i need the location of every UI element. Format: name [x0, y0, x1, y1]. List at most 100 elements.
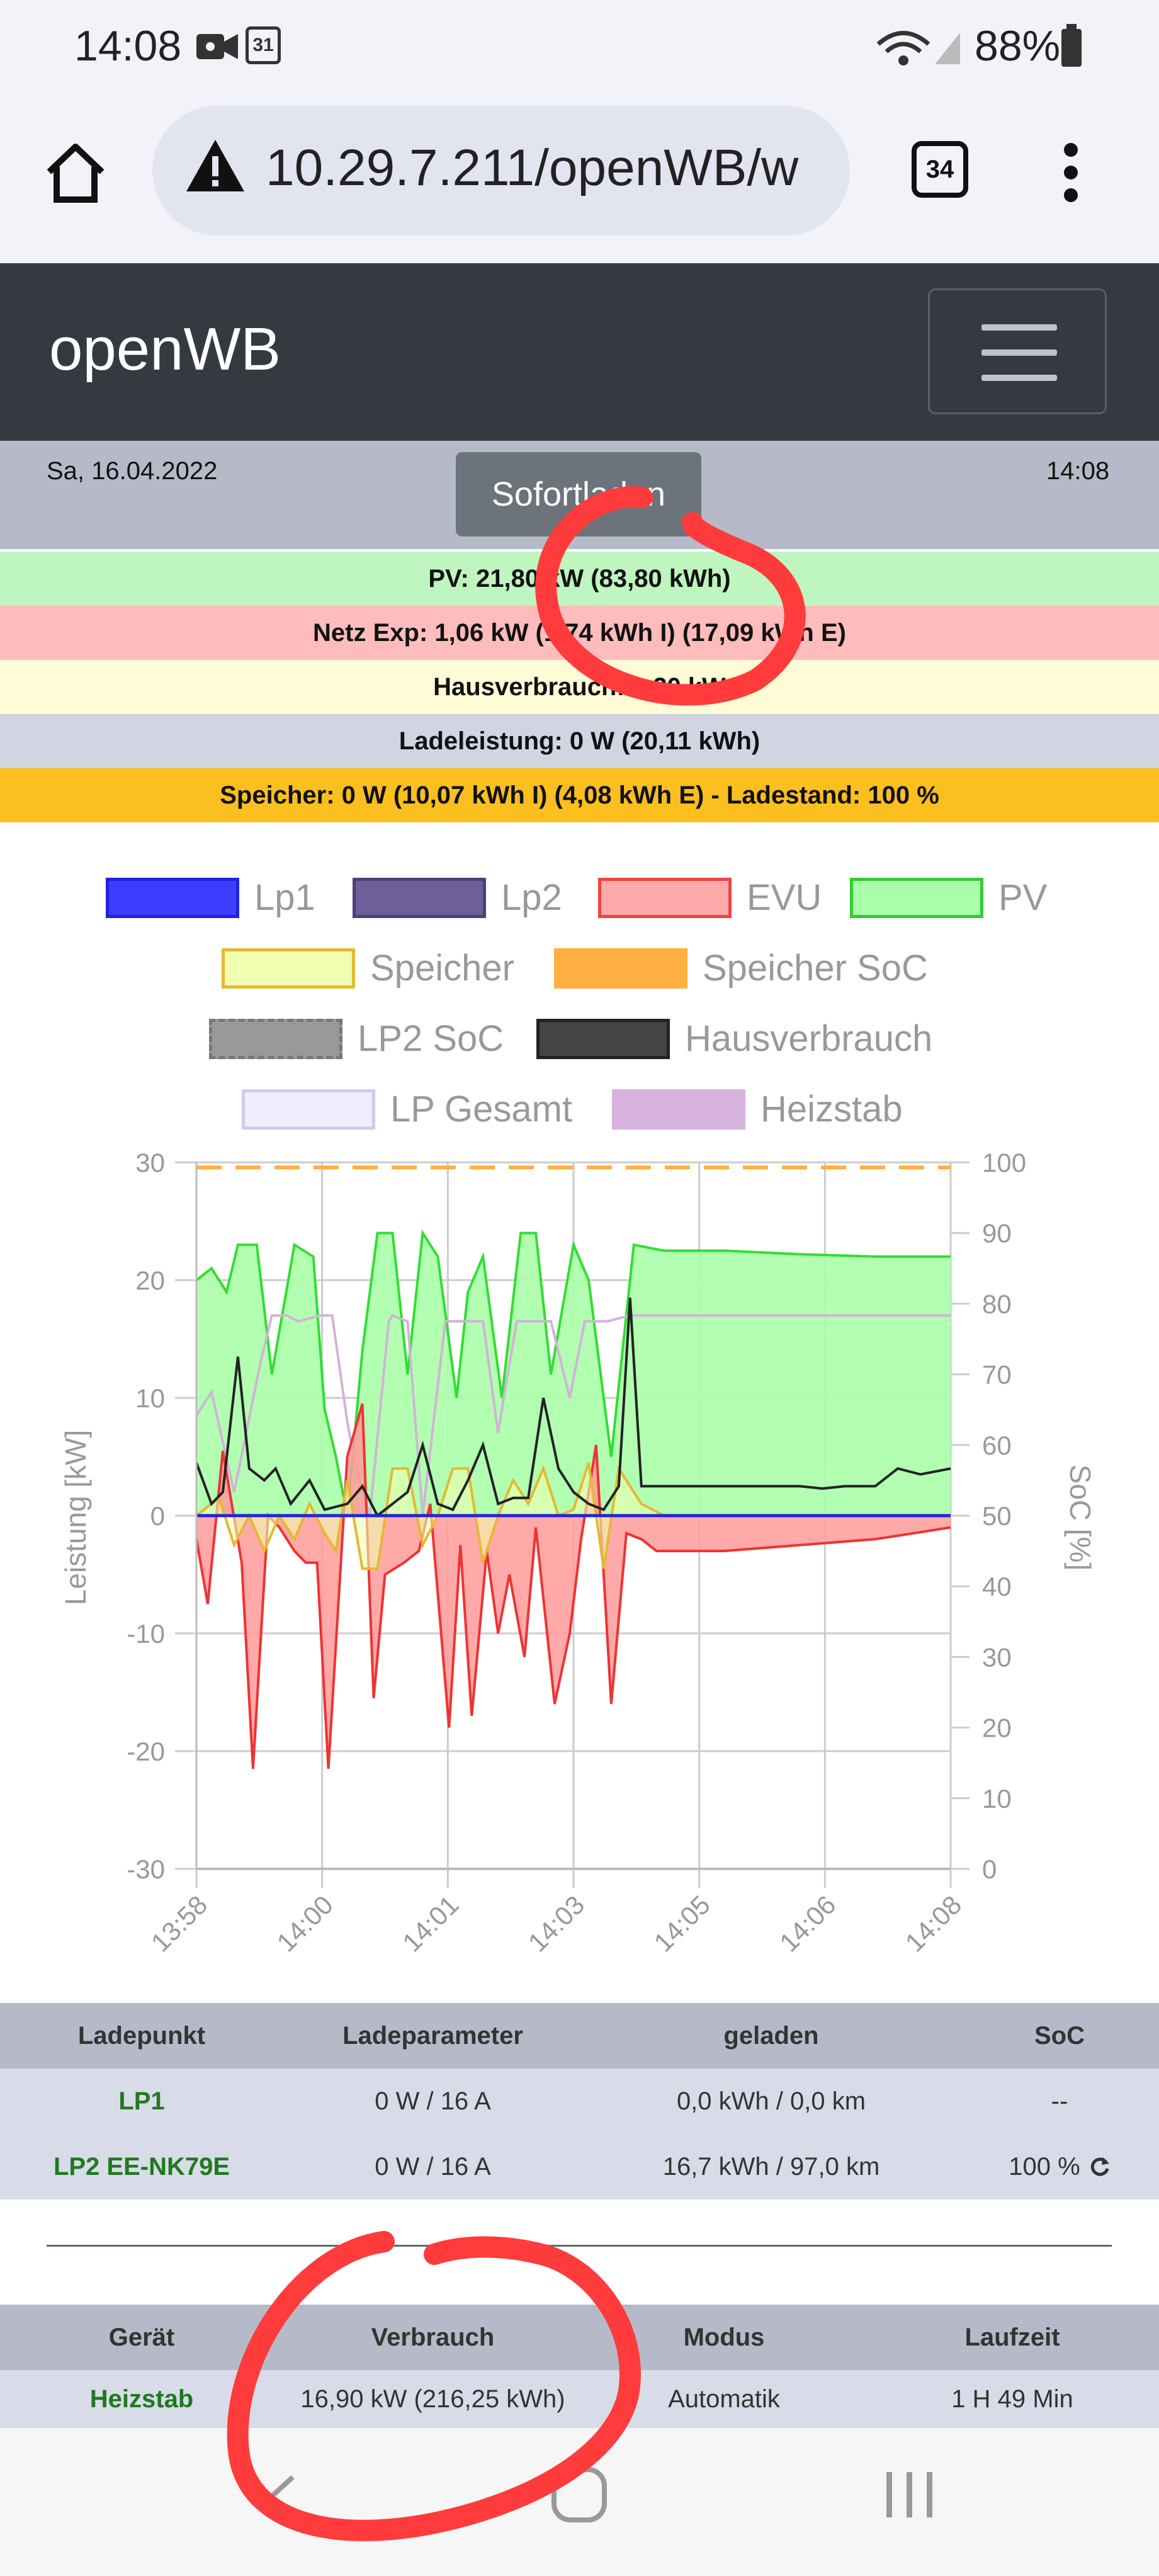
- legend-lp-gesamt[interactable]: LP Gesamt: [242, 1088, 572, 1130]
- ladeparameter: 0 W / 16 A: [375, 2087, 491, 2115]
- y-tick-label: 20: [135, 1266, 165, 1295]
- soc-cell: 100 %: [960, 2134, 1159, 2199]
- legend-label: Heizstab: [760, 1089, 903, 1130]
- legend-swatch: [536, 1018, 670, 1059]
- x-tick-label: 14:01: [397, 1890, 465, 1958]
- legend-evu[interactable]: EVU: [598, 877, 822, 919]
- legend-speicher[interactable]: Speicher: [222, 947, 514, 989]
- y2-tick-label: 80: [982, 1289, 1012, 1319]
- home-icon[interactable]: [43, 142, 108, 205]
- y-tick-label: 30: [135, 1148, 165, 1177]
- battery-percent: 88%: [975, 22, 1061, 70]
- y2-axis-label: SoC [%]: [1064, 1465, 1097, 1571]
- x-tick-label: 14:06: [774, 1890, 842, 1958]
- status-bar: 14:08 31 88%: [0, 0, 1159, 94]
- hamburger-menu-button[interactable]: [928, 288, 1107, 414]
- col-header: SoC: [1034, 2021, 1085, 2050]
- ladepunkt-name[interactable]: LP2 EE-NK79E: [53, 2152, 230, 2181]
- evu-line: [195, 1403, 951, 1769]
- legend-label: EVU: [747, 877, 822, 918]
- divider: [47, 2245, 1112, 2247]
- charging-power-band: Ladeleistung: 0 W (20,11 kWh): [0, 714, 1159, 768]
- time-label: 14:08: [1046, 457, 1110, 485]
- legend-lp2[interactable]: Lp2: [353, 877, 562, 919]
- y2-tick-label: 90: [982, 1218, 1012, 1248]
- y-axis-label: Leistung [kW]: [59, 1430, 92, 1606]
- legend-swatch: [554, 948, 687, 989]
- x-tick-label: 14:00: [271, 1890, 339, 1958]
- soc: --: [1051, 2087, 1068, 2115]
- legend-hausverbrauch[interactable]: Hausverbrauch: [536, 1018, 932, 1060]
- y2-tick-label: 60: [982, 1431, 1012, 1460]
- chart-series: [195, 1166, 951, 1769]
- legend-label: Speicher: [370, 948, 514, 989]
- legend-pv[interactable]: PV: [850, 877, 1047, 919]
- pv-band: PV: 21,80 kW (83,80 kWh): [0, 552, 1159, 606]
- legend-label: Lp2: [501, 877, 562, 918]
- geladen: 0,0 kWh / 0,0 km: [676, 2087, 866, 2115]
- speicher-line: [195, 1462, 951, 1570]
- browser-toolbar: 10.29.7.211/openWB/w 34: [0, 94, 1159, 263]
- legend-swatch: [222, 948, 355, 989]
- house-consumption-band: Hausverbrauch: 1,20 kW: [0, 660, 1159, 714]
- table-row[interactable]: LP1 0 W / 16 A 0,0 kWh / 0,0 km --: [0, 2068, 1159, 2134]
- refresh-icon[interactable]: [1089, 2156, 1111, 2177]
- device-runtime: 1 H 49 Min: [951, 2385, 1073, 2413]
- x-tick-label: 14:05: [648, 1890, 716, 1958]
- col-header: Modus: [683, 2323, 765, 2351]
- hausverbrauch-line: [195, 1297, 951, 1518]
- menu-kebab-icon[interactable]: [1061, 141, 1080, 204]
- table-row[interactable]: LP2 EE-NK79E 0 W / 16 A 16,7 kWh / 97,0 …: [0, 2134, 1159, 2199]
- y2-tick-label: 40: [982, 1572, 1012, 1601]
- home-nav-icon[interactable]: [548, 2463, 611, 2526]
- legend-swatch: [598, 877, 732, 918]
- warning-icon: [186, 140, 244, 191]
- legend-label: Speicher SoC: [703, 948, 928, 989]
- col-header: geladen: [723, 2021, 819, 2050]
- device-name[interactable]: Heizstab: [89, 2385, 194, 2413]
- legend-speicher-soc[interactable]: Speicher SoC: [554, 947, 928, 989]
- device-table-header: Gerät Verbrauch Modus Laufzeit: [0, 2305, 1159, 2370]
- heizstab-line: [195, 1314, 951, 1516]
- col-header: Ladeparameter: [342, 2021, 523, 2050]
- tabs-button[interactable]: 34: [912, 141, 968, 198]
- grid-band: Netz Exp: 1,06 kW (1,74 kWh I) (17,09 kW…: [0, 606, 1159, 660]
- url-text: 10.29.7.211/openWB/w: [266, 139, 799, 196]
- evu-area: [196, 1404, 951, 1769]
- legend-label: LP Gesamt: [390, 1089, 573, 1130]
- ladepunkt-table-header: Ladepunkt Ladeparameter geladen SoC: [0, 2003, 1159, 2068]
- y-tick-label: -20: [127, 1737, 165, 1766]
- y-tick-label: 0: [150, 1501, 165, 1531]
- device-consumption: 16,90 kW (216,25 kWh): [300, 2385, 565, 2413]
- y2-tick-label: 0: [982, 1854, 997, 1884]
- y-tick-label: -30: [127, 1854, 165, 1884]
- back-icon[interactable]: [258, 2472, 308, 2522]
- y-tick-label: 10: [135, 1383, 165, 1413]
- charge-mode-button[interactable]: Sofortladen: [456, 452, 701, 536]
- geladen: 16,7 kWh / 97,0 km: [662, 2152, 880, 2181]
- calendar-icon: 31: [246, 26, 281, 64]
- legend-swatch: [106, 877, 239, 918]
- date-label: Sa, 16.04.2022: [47, 457, 218, 485]
- legend-lp2-soc[interactable]: LP2 SoC: [209, 1018, 504, 1060]
- legend-swatch: [850, 877, 983, 918]
- legend-swatch: [242, 1089, 375, 1130]
- legend-swatch: [209, 1018, 342, 1059]
- legend-heizstab[interactable]: Heizstab: [612, 1088, 903, 1130]
- wifi-signal-icon: [876, 31, 960, 65]
- app-brand[interactable]: openWB: [49, 315, 281, 383]
- ladepunkt-name[interactable]: LP1: [118, 2087, 165, 2115]
- y2-tick-label: 10: [982, 1784, 1012, 1813]
- recents-icon[interactable]: [881, 2466, 938, 2522]
- table-row[interactable]: Heizstab 16,90 kW (216,25 kWh) Automatik…: [0, 2370, 1159, 2428]
- video-call-icon: [196, 34, 238, 59]
- url-bar[interactable]: 10.29.7.211/openWB/w: [152, 106, 850, 235]
- android-nav-bar: [0, 2428, 1159, 2576]
- battery-icon: [1061, 24, 1082, 67]
- y2-tick-label: 20: [982, 1713, 1012, 1743]
- power-chart: 3020100-10-20-30100908070605040302010013…: [59, 1148, 1097, 1958]
- tab-count: 34: [925, 155, 954, 183]
- col-header: Verbrauch: [371, 2323, 495, 2351]
- legend-lp1[interactable]: Lp1: [106, 877, 315, 919]
- x-tick-label: 13:58: [145, 1890, 213, 1958]
